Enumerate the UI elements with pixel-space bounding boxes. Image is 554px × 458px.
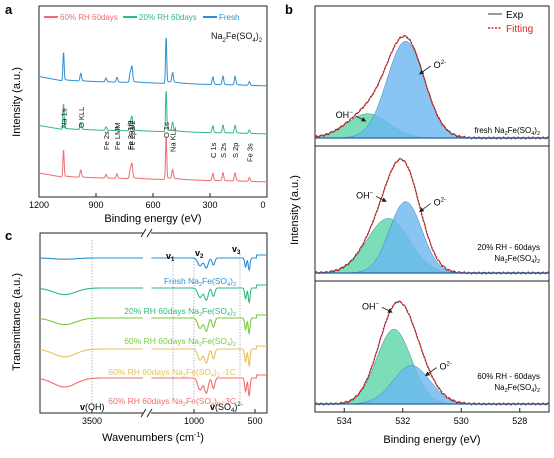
band-vso4: v(SO4)2- <box>210 402 243 414</box>
peak-label-11: Fe 3s <box>245 143 254 162</box>
peak-label-6: O 1s <box>162 122 171 138</box>
ftir-spectrum-4 <box>39 374 267 397</box>
ftir-spectrum-3 <box>39 345 267 368</box>
label-oh-1: OH− <box>356 190 374 200</box>
tick-b-530: 530 <box>454 416 469 426</box>
legend-60rh-label: 60% RH 60days <box>60 13 118 22</box>
panel-a-ticks: 1200 900 600 300 0 <box>29 193 268 210</box>
label-oh-2: OH− <box>362 301 380 311</box>
peak-labels: Na 1s O KLL Fe 2s Fe LMM Fe 2p1/2Fe 2p3/2 O 1… <box>60 107 255 162</box>
fitting-curve-0 <box>314 35 549 139</box>
panel-c-letter: c <box>5 228 12 243</box>
peak-label-5: Fe 2p3/2 <box>128 120 137 150</box>
ftir-label-3: 60% RH 60days Na2Fe(SO4)2 -1C <box>108 367 236 379</box>
xps-o1s-subplots: OH− O2- fresh Na2Fe(SO4)2 OH− O2- 20% RH - 60… <box>314 35 550 406</box>
band-voh: v(OH) <box>80 402 105 412</box>
legend-fitting-label: Fitting <box>506 24 533 35</box>
tick-300: 300 <box>202 200 217 210</box>
sample-label-1-1: Na2Fe(SO4)2 <box>494 254 540 265</box>
survey-spectrum-60rh <box>38 136 267 183</box>
panel-a: a 60% RH 60days 20% RH 60days Fresh Na2F… <box>5 2 268 225</box>
sample-label-2-0: 60% RH - 60days <box>477 372 540 381</box>
panel-a-ylabel: Intensity (a.u.) <box>11 67 23 137</box>
ftir-label-1: 20% RH 60days Na2Fe(SO4)2 <box>124 306 236 318</box>
tick-3500: 3500 <box>82 416 102 426</box>
xps-subplot-0: OH− O2- fresh Na2Fe(SO4)2 <box>314 35 550 140</box>
ftir-spectra <box>39 254 267 397</box>
panel-a-xlabel: Binding energy (eV) <box>104 213 201 225</box>
tick-b-534: 534 <box>337 416 352 426</box>
panel-c-frame <box>39 232 268 414</box>
axis-break-bottom <box>143 409 151 417</box>
label-o2-0: O2- <box>434 60 446 70</box>
survey-spectrum-20rh <box>38 91 267 135</box>
label-oh-0: OH− <box>336 110 354 120</box>
xps-subplot-2: OH− O2- 60% RH - 60days Na2Fe(SO4)2 <box>314 300 550 406</box>
panel-b-ticks: 534 532 530 528 <box>337 408 527 426</box>
label-o2-2: O2- <box>440 362 452 372</box>
ftir-spectrum-0 <box>40 254 267 272</box>
peak-label-1: O KLL <box>77 107 86 128</box>
band-v3: v3 <box>232 244 241 256</box>
panel-c: c Fresh Na2Fe(SO4)2 20% RH 60days Na2Fe(S… <box>5 228 268 444</box>
tick-1000: 1000 <box>184 416 204 426</box>
xps-subplot-1: OH− O2- 20% RH - 60days Na2Fe(SO4)2 <box>314 157 550 275</box>
panel-c-ylabel: Transmittance (a.u.) <box>11 273 23 371</box>
tick-b-532: 532 <box>395 416 410 426</box>
tick-900: 900 <box>88 200 103 210</box>
panel-b-xlabel: Binding energy (eV) <box>383 434 480 446</box>
ftir-label-4: 60% RH 60days Na2Fe(SO4)2 -3C <box>108 396 236 408</box>
axis-break-marks-top <box>140 228 153 238</box>
legend-fresh-label: Fresh <box>219 13 239 22</box>
tick-b-528: 528 <box>512 416 527 426</box>
ftir-series-labels: Fresh Na2Fe(SO4)2 20% RH 60days Na2Fe(SO4… <box>108 276 236 408</box>
panel-a-formula: Na2Fe(SO4)2 <box>211 31 263 44</box>
panel-b-letter: b <box>285 2 293 17</box>
panel-b-frame <box>314 5 550 413</box>
peak-label-4: Fe 2p1/2 <box>126 120 135 150</box>
sample-label-1-0: 20% RH - 60days <box>477 243 540 252</box>
peak-label-8: C 1s <box>209 142 218 158</box>
tick-1200: 1200 <box>29 200 49 210</box>
panel-a-letter: a <box>5 2 13 17</box>
panel-b-ylabel: Intensity (a.u.) <box>289 175 301 245</box>
peak-label-9: S 2s <box>219 143 228 158</box>
ftir-label-0: Fresh Na2Fe(SO4)2 <box>164 276 236 288</box>
legend-20rh-label: 20% RH 60days <box>139 13 197 22</box>
sample-label-0-0: fresh Na2Fe(SO4)2 <box>474 126 540 137</box>
survey-spectrum-fresh <box>38 37 267 87</box>
ftir-spectrum-1 <box>39 284 267 305</box>
tick-500: 500 <box>247 416 262 426</box>
sample-label-2-1: Na2Fe(SO4)2 <box>494 383 540 394</box>
ftir-spectrum-2 <box>39 314 267 336</box>
band-v1: v1 <box>166 251 175 263</box>
tick-600: 600 <box>145 200 160 210</box>
ftir-label-2: 60% RH 60days Na2Fe(SO4)2 <box>124 336 236 348</box>
band-v2: v2 <box>195 248 204 260</box>
tick-0: 0 <box>260 200 265 210</box>
panel-c-xlabel: Wavenumbers (cm-1) <box>102 432 204 444</box>
peak-label-10: S 2p <box>231 143 240 158</box>
fitting-curve-2 <box>315 300 549 405</box>
peak-label-0: Na 1s <box>60 108 69 128</box>
peak-label-3: Fe LMM <box>113 122 122 150</box>
peak-label-7: Na KLL <box>169 127 178 152</box>
axis-break-top <box>143 229 151 237</box>
axis-break-marks-bottom <box>140 408 153 418</box>
peak-label-2: Fe 2s <box>102 131 111 150</box>
label-o2-1: O2- <box>434 198 446 208</box>
panel-b: b Exp Fitting OH−O2-fresh Na2Fe(SO4)2OH−… <box>285 2 550 446</box>
legend-exp-label: Exp <box>506 10 524 21</box>
